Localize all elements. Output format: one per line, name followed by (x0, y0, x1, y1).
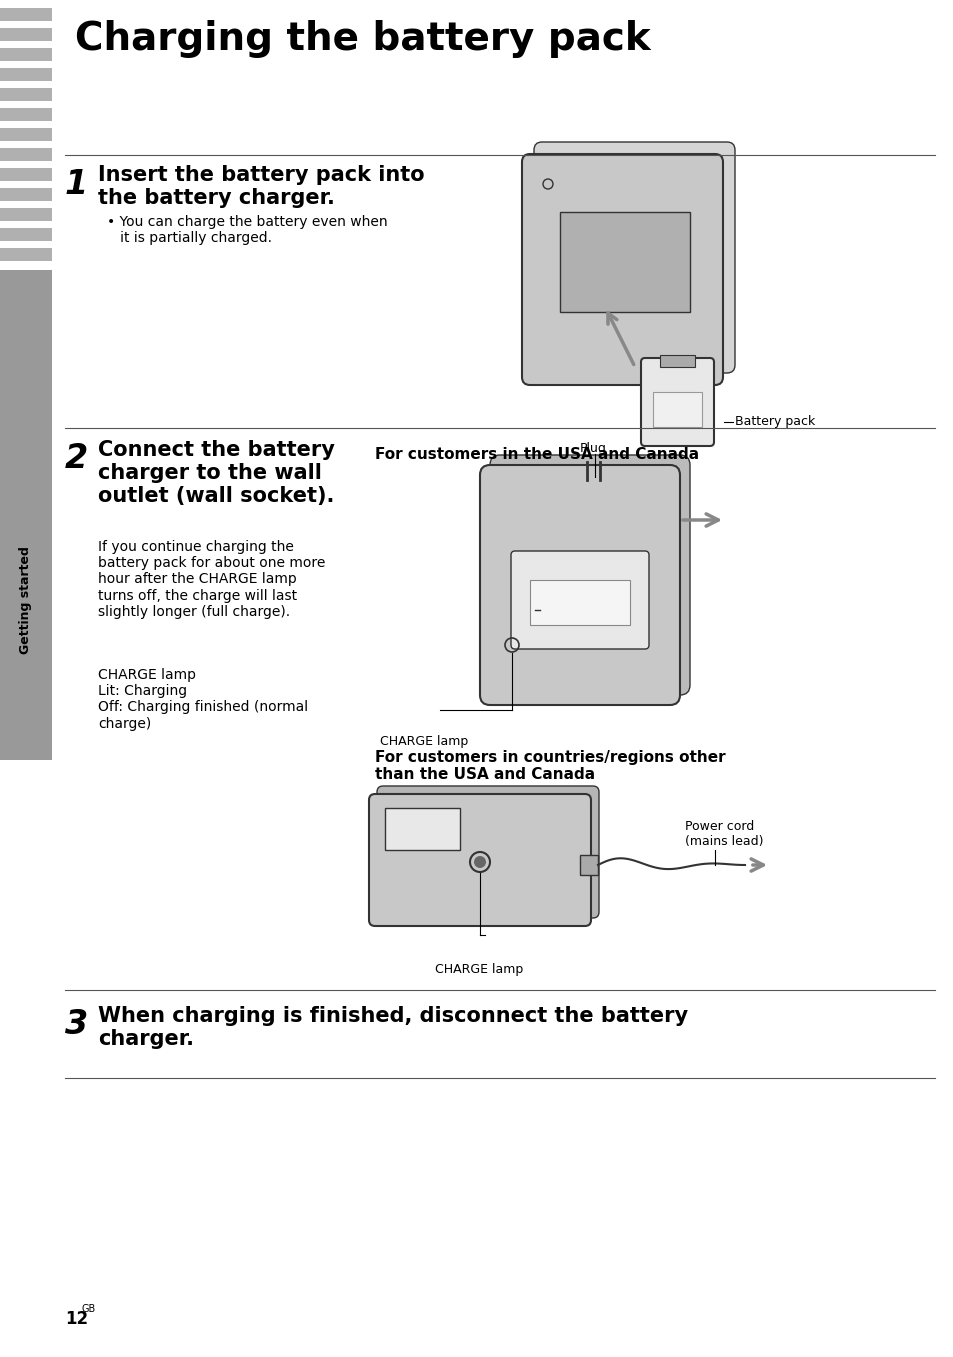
Bar (0, 8, 52, 20)
Circle shape (474, 856, 485, 868)
Bar (652, 392, 701, 427)
Text: Battery pack: Battery pack (734, 415, 815, 429)
Bar (0, 270, 52, 760)
Bar (0, 189, 52, 201)
Text: For customers in countries/regions other
than the USA and Canada: For customers in countries/regions other… (375, 750, 725, 783)
Text: 12: 12 (65, 1310, 88, 1329)
FancyBboxPatch shape (521, 153, 722, 385)
Bar (530, 579, 629, 626)
Text: When charging is finished, disconnect the battery
charger.: When charging is finished, disconnect th… (98, 1006, 687, 1049)
Bar (0, 68, 52, 81)
Bar (0, 148, 52, 161)
FancyBboxPatch shape (511, 551, 648, 649)
Text: • You can charge the battery even when
   it is partially charged.: • You can charge the battery even when i… (107, 214, 387, 246)
Text: 1: 1 (65, 168, 89, 201)
FancyBboxPatch shape (479, 465, 679, 706)
FancyBboxPatch shape (369, 794, 590, 925)
FancyBboxPatch shape (534, 142, 734, 373)
Text: GB: GB (82, 1304, 96, 1314)
Text: Getting started: Getting started (19, 546, 32, 654)
FancyBboxPatch shape (640, 358, 713, 446)
Text: 3: 3 (65, 1008, 89, 1041)
Bar (0, 208, 52, 221)
Bar (385, 807, 459, 849)
Bar (659, 356, 695, 366)
Text: CHARGE lamp
Lit: Charging
Off: Charging finished (normal
charge): CHARGE lamp Lit: Charging Off: Charging … (98, 668, 308, 730)
Text: If you continue charging the
battery pack for about one more
hour after the CHAR: If you continue charging the battery pac… (98, 540, 325, 619)
Text: Charging the battery pack: Charging the battery pack (75, 20, 650, 58)
Bar (0, 88, 52, 100)
Bar (0, 28, 52, 41)
Bar (559, 212, 689, 312)
Text: Connect the battery
charger to the wall
outlet (wall socket).: Connect the battery charger to the wall … (98, 440, 335, 506)
Bar (0, 109, 52, 121)
Text: Insert the battery pack into
the battery charger.: Insert the battery pack into the battery… (98, 166, 424, 208)
Bar (0, 168, 52, 180)
Text: Power cord
(mains lead): Power cord (mains lead) (684, 820, 762, 848)
Bar (0, 47, 52, 61)
FancyBboxPatch shape (490, 455, 689, 695)
Bar (0, 128, 52, 141)
Text: Plug: Plug (579, 442, 606, 455)
Text: For customers in the USA and Canada: For customers in the USA and Canada (375, 446, 699, 461)
Text: CHARGE lamp: CHARGE lamp (379, 735, 468, 748)
Text: CHARGE lamp: CHARGE lamp (435, 963, 522, 976)
Bar (0, 248, 52, 261)
Text: 2: 2 (65, 442, 89, 475)
FancyBboxPatch shape (376, 786, 598, 917)
Bar (579, 855, 598, 875)
Bar (0, 228, 52, 242)
